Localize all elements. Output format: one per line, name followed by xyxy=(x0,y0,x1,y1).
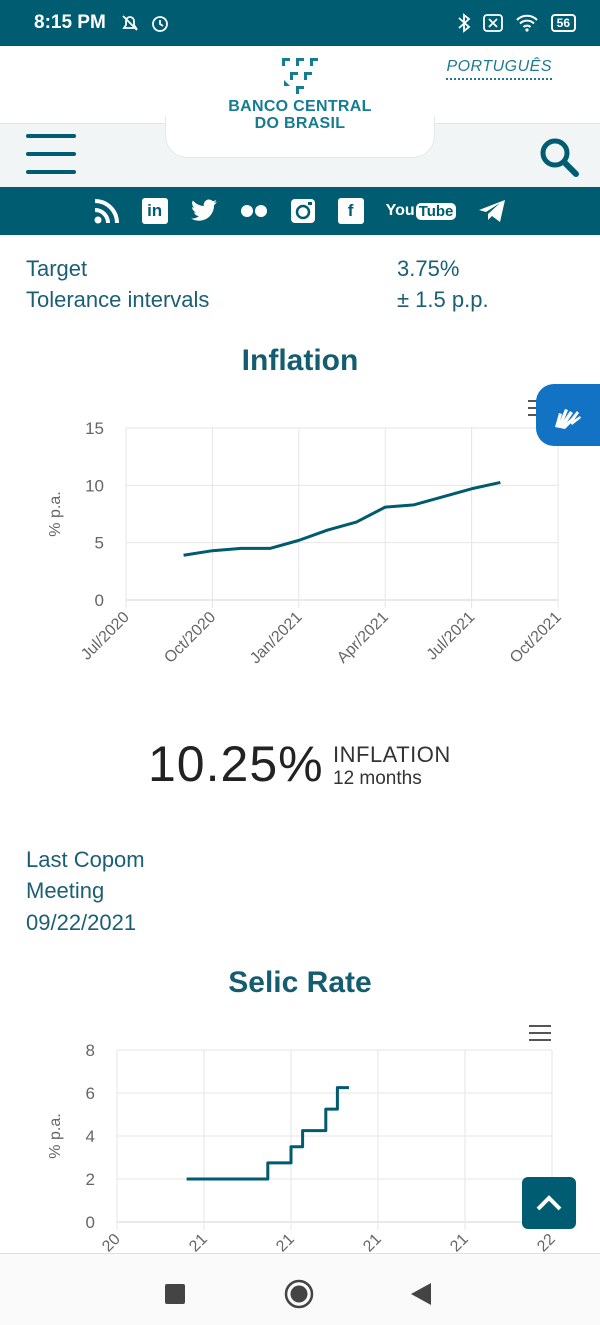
tolerance-value: ± 1.5 p.p. xyxy=(397,287,489,312)
x-tick-label: Oct/2020 xyxy=(161,609,219,667)
bluetooth-icon xyxy=(458,13,471,33)
x-tick-label: 21 xyxy=(447,1231,472,1253)
x-tick-label: 21 xyxy=(186,1231,211,1253)
x-tick-label: Apr/2021 xyxy=(334,609,392,667)
scroll-to-top-button[interactable] xyxy=(522,1177,576,1229)
y-tick-label: 6 xyxy=(86,1084,95,1103)
accessibility-sign-language-button[interactable] xyxy=(536,384,600,446)
alarm-icon xyxy=(151,16,168,32)
y-tick-label: 0 xyxy=(95,591,104,610)
y-axis-label: % p.a. xyxy=(47,1113,64,1158)
status-time: 8:15 PM xyxy=(34,12,106,33)
menu-bar xyxy=(529,1025,551,1027)
menu-bar-icon xyxy=(26,170,76,174)
y-tick-label: 0 xyxy=(86,1213,95,1232)
back-triangle-icon[interactable] xyxy=(411,1283,431,1305)
telegram-icon[interactable] xyxy=(478,199,506,223)
y-axis-label: % p.a. xyxy=(47,491,64,536)
y-tick-label: 2 xyxy=(86,1170,95,1189)
x-tick-label: Jul/2020 xyxy=(78,609,133,664)
sign-language-hands-icon xyxy=(555,409,581,429)
target-label: Target xyxy=(26,256,88,281)
y-tick-label: 5 xyxy=(95,534,104,553)
x-tick-label: 22 xyxy=(534,1231,559,1253)
y-tick-label: 10 xyxy=(85,476,104,495)
copom-line1: Last Copom xyxy=(26,847,145,872)
home-circle-icon[interactable] xyxy=(284,1279,314,1309)
site-header: BANCO CENTRAL DO BRASIL PORTUGUÊS xyxy=(0,46,600,187)
bcb-logo-mark xyxy=(282,58,318,94)
inflation-chart: 0 5 10 15 Jul/2020 Oct/2020 Jan/2021 Apr/2021 Ju… xyxy=(47,400,565,668)
inflation-label: INFLATION xyxy=(333,742,451,767)
selic-chart-title: Selic Rate xyxy=(228,966,372,999)
menu-bar-icon xyxy=(26,152,76,156)
y-tick-label: 4 xyxy=(86,1127,95,1146)
youtube-tube: Tube xyxy=(415,202,457,220)
sim-off-icon xyxy=(482,14,503,32)
menu-bar xyxy=(529,1032,551,1034)
menu-button[interactable] xyxy=(26,134,76,174)
youtube-icon[interactable]: You Tube xyxy=(386,202,457,220)
youtube-you: You xyxy=(385,202,415,219)
system-nav-bar xyxy=(0,1253,600,1325)
twitter-icon[interactable] xyxy=(190,199,218,223)
chevron-up-icon xyxy=(536,1195,562,1211)
tolerance-label: Tolerance intervals xyxy=(26,287,210,312)
x-tick-label: Jan/2021 xyxy=(247,609,306,668)
social-bar: in f You Tube xyxy=(0,187,600,235)
y-tick-label: 8 xyxy=(86,1041,95,1060)
status-bar: 8:15 PM 56 xyxy=(0,0,600,46)
menu-bar xyxy=(529,1039,551,1041)
y-tick-label: 15 xyxy=(85,419,104,438)
copom-line2: Meeting xyxy=(26,878,105,903)
instagram-icon[interactable] xyxy=(290,198,316,224)
wifi-icon xyxy=(515,14,538,32)
bcb-logo[interactable]: BANCO CENTRAL DO BRASIL xyxy=(200,54,400,132)
flickr-icon[interactable] xyxy=(240,204,268,218)
x-tick-label: 21 xyxy=(360,1231,385,1253)
search-icon[interactable] xyxy=(538,136,580,178)
logo-line2: DO BRASIL xyxy=(254,115,346,132)
x-tick-label: Jul/2021 xyxy=(424,609,479,664)
target-value: 3.75% xyxy=(397,256,460,281)
inflation-value: 10.25% xyxy=(148,736,324,792)
linkedin-icon[interactable]: in xyxy=(141,198,168,224)
recents-square-icon[interactable] xyxy=(165,1284,185,1304)
inflation-chart-title: Inflation xyxy=(241,344,359,377)
x-tick-label: Oct/2021 xyxy=(507,609,565,667)
facebook-icon[interactable]: f xyxy=(337,198,364,224)
language-link[interactable]: PORTUGUÊS xyxy=(446,58,552,80)
x-tick-label: 20 xyxy=(99,1231,124,1253)
logo-tab xyxy=(165,116,435,158)
muted-bell-icon xyxy=(122,15,138,31)
selic-chart: 0 2 4 6 8 20 21 21 21 21 22 % p.a. xyxy=(47,1025,559,1253)
copom-date: 09/22/2021 xyxy=(26,910,137,935)
battery-icon: 56 xyxy=(550,14,576,32)
series-line xyxy=(186,1086,349,1181)
x-tick-label: 21 xyxy=(273,1231,298,1253)
series-line xyxy=(183,481,501,557)
chart-menu-icon[interactable] xyxy=(529,1025,551,1041)
menu-bar-icon xyxy=(26,134,76,138)
logo-line1: BANCO CENTRAL xyxy=(228,98,372,115)
rss-icon[interactable] xyxy=(94,198,120,224)
inflation-sublabel: 12 months xyxy=(333,768,422,789)
